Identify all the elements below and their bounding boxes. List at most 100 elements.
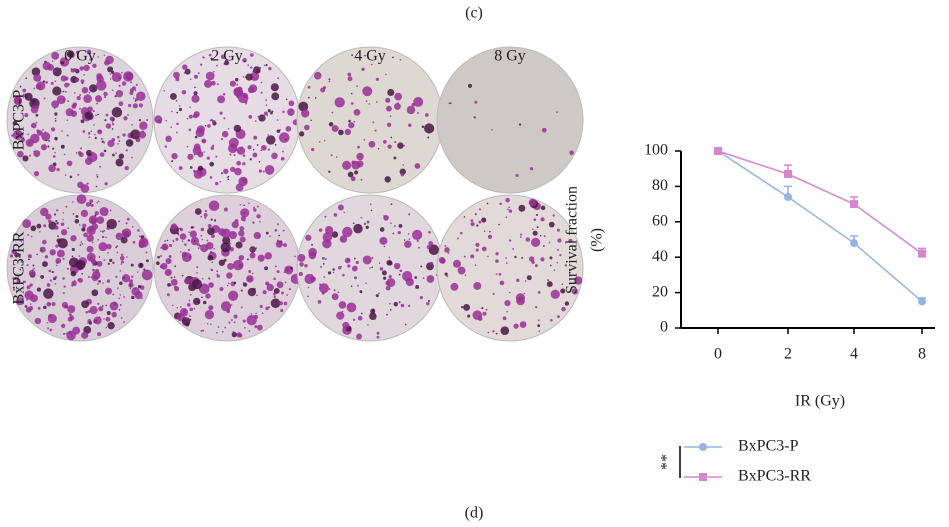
colony: [212, 120, 216, 124]
colony: [509, 239, 511, 241]
colony: [136, 140, 138, 142]
colony: [252, 222, 254, 224]
colony: [215, 156, 217, 158]
colony: [123, 321, 125, 323]
colony: [94, 134, 96, 136]
colony: [34, 171, 39, 176]
colony: [51, 302, 55, 306]
colony: [407, 106, 415, 114]
colony: [33, 88, 35, 90]
colony: [208, 282, 214, 288]
colony: [85, 111, 93, 119]
colony: [417, 112, 419, 114]
colony: [126, 139, 134, 147]
colony: [49, 270, 52, 273]
colony: [541, 206, 546, 211]
colony: [180, 233, 187, 240]
colony: [47, 145, 49, 147]
colony: [265, 165, 275, 175]
colony: [353, 222, 355, 224]
colony: [76, 152, 78, 154]
colony: [20, 86, 22, 88]
colony: [120, 263, 122, 265]
colony: [496, 333, 498, 335]
colony: [200, 330, 202, 332]
colony: [222, 331, 224, 333]
colony: [537, 226, 539, 228]
colony: [331, 112, 333, 114]
colony: [243, 154, 246, 157]
colony: [182, 317, 191, 326]
colony: [55, 283, 57, 285]
colony: [81, 228, 85, 232]
colony: [222, 131, 229, 138]
colony: [551, 290, 560, 299]
colony: [232, 332, 237, 337]
colony: [93, 124, 95, 126]
colony: [211, 81, 216, 86]
colony: [277, 130, 280, 133]
colony: [213, 71, 215, 73]
colony: [119, 85, 121, 87]
colony: [251, 313, 253, 315]
x-tick-label: 2: [784, 346, 792, 363]
colony: [476, 249, 479, 252]
colony: [47, 283, 51, 287]
colony: [234, 321, 236, 323]
colony: [417, 240, 419, 242]
colony: [182, 64, 187, 69]
colony: [234, 125, 241, 132]
colony: [176, 112, 178, 114]
colony: [172, 305, 174, 307]
colony: [187, 303, 191, 307]
colony: [202, 278, 204, 280]
colony: [40, 275, 44, 279]
colony: [160, 265, 164, 269]
colony: [286, 99, 288, 101]
colony: [261, 92, 263, 94]
legend-label: BxPC3-RR: [738, 468, 811, 485]
colony: [17, 151, 24, 158]
colony: [83, 65, 89, 71]
colony: [351, 285, 353, 287]
colony: [207, 323, 209, 325]
colony: [176, 100, 178, 102]
colony: [221, 301, 231, 311]
colony: [104, 60, 110, 66]
colony: [71, 69, 75, 73]
colony: [394, 103, 401, 110]
colony: [356, 85, 358, 87]
colony: [36, 122, 38, 124]
colony: [200, 216, 202, 218]
colony: [241, 88, 243, 90]
colony: [188, 249, 190, 251]
colony: [105, 327, 107, 329]
colony: [133, 241, 136, 244]
colony: [540, 217, 544, 221]
colony: [138, 131, 146, 139]
colony: [250, 158, 252, 160]
colony: [119, 281, 123, 285]
colony: [143, 268, 145, 270]
colony: [236, 84, 238, 86]
colony: [238, 93, 248, 103]
colony: [130, 288, 132, 290]
colony: [475, 243, 479, 247]
colony: [369, 267, 371, 269]
colony: [398, 231, 401, 234]
colony: [75, 215, 78, 218]
colony: [106, 317, 111, 322]
colony: [99, 316, 101, 318]
colony: [503, 316, 507, 320]
colony: [112, 89, 114, 91]
colony: [495, 252, 498, 255]
colony: [561, 307, 566, 312]
colony: [81, 210, 88, 217]
marker: [850, 239, 858, 247]
colony: [286, 126, 292, 132]
colony: [358, 316, 363, 321]
colony: [108, 263, 110, 265]
colony: [165, 145, 167, 147]
colony: [278, 235, 280, 237]
colony: [529, 256, 534, 261]
